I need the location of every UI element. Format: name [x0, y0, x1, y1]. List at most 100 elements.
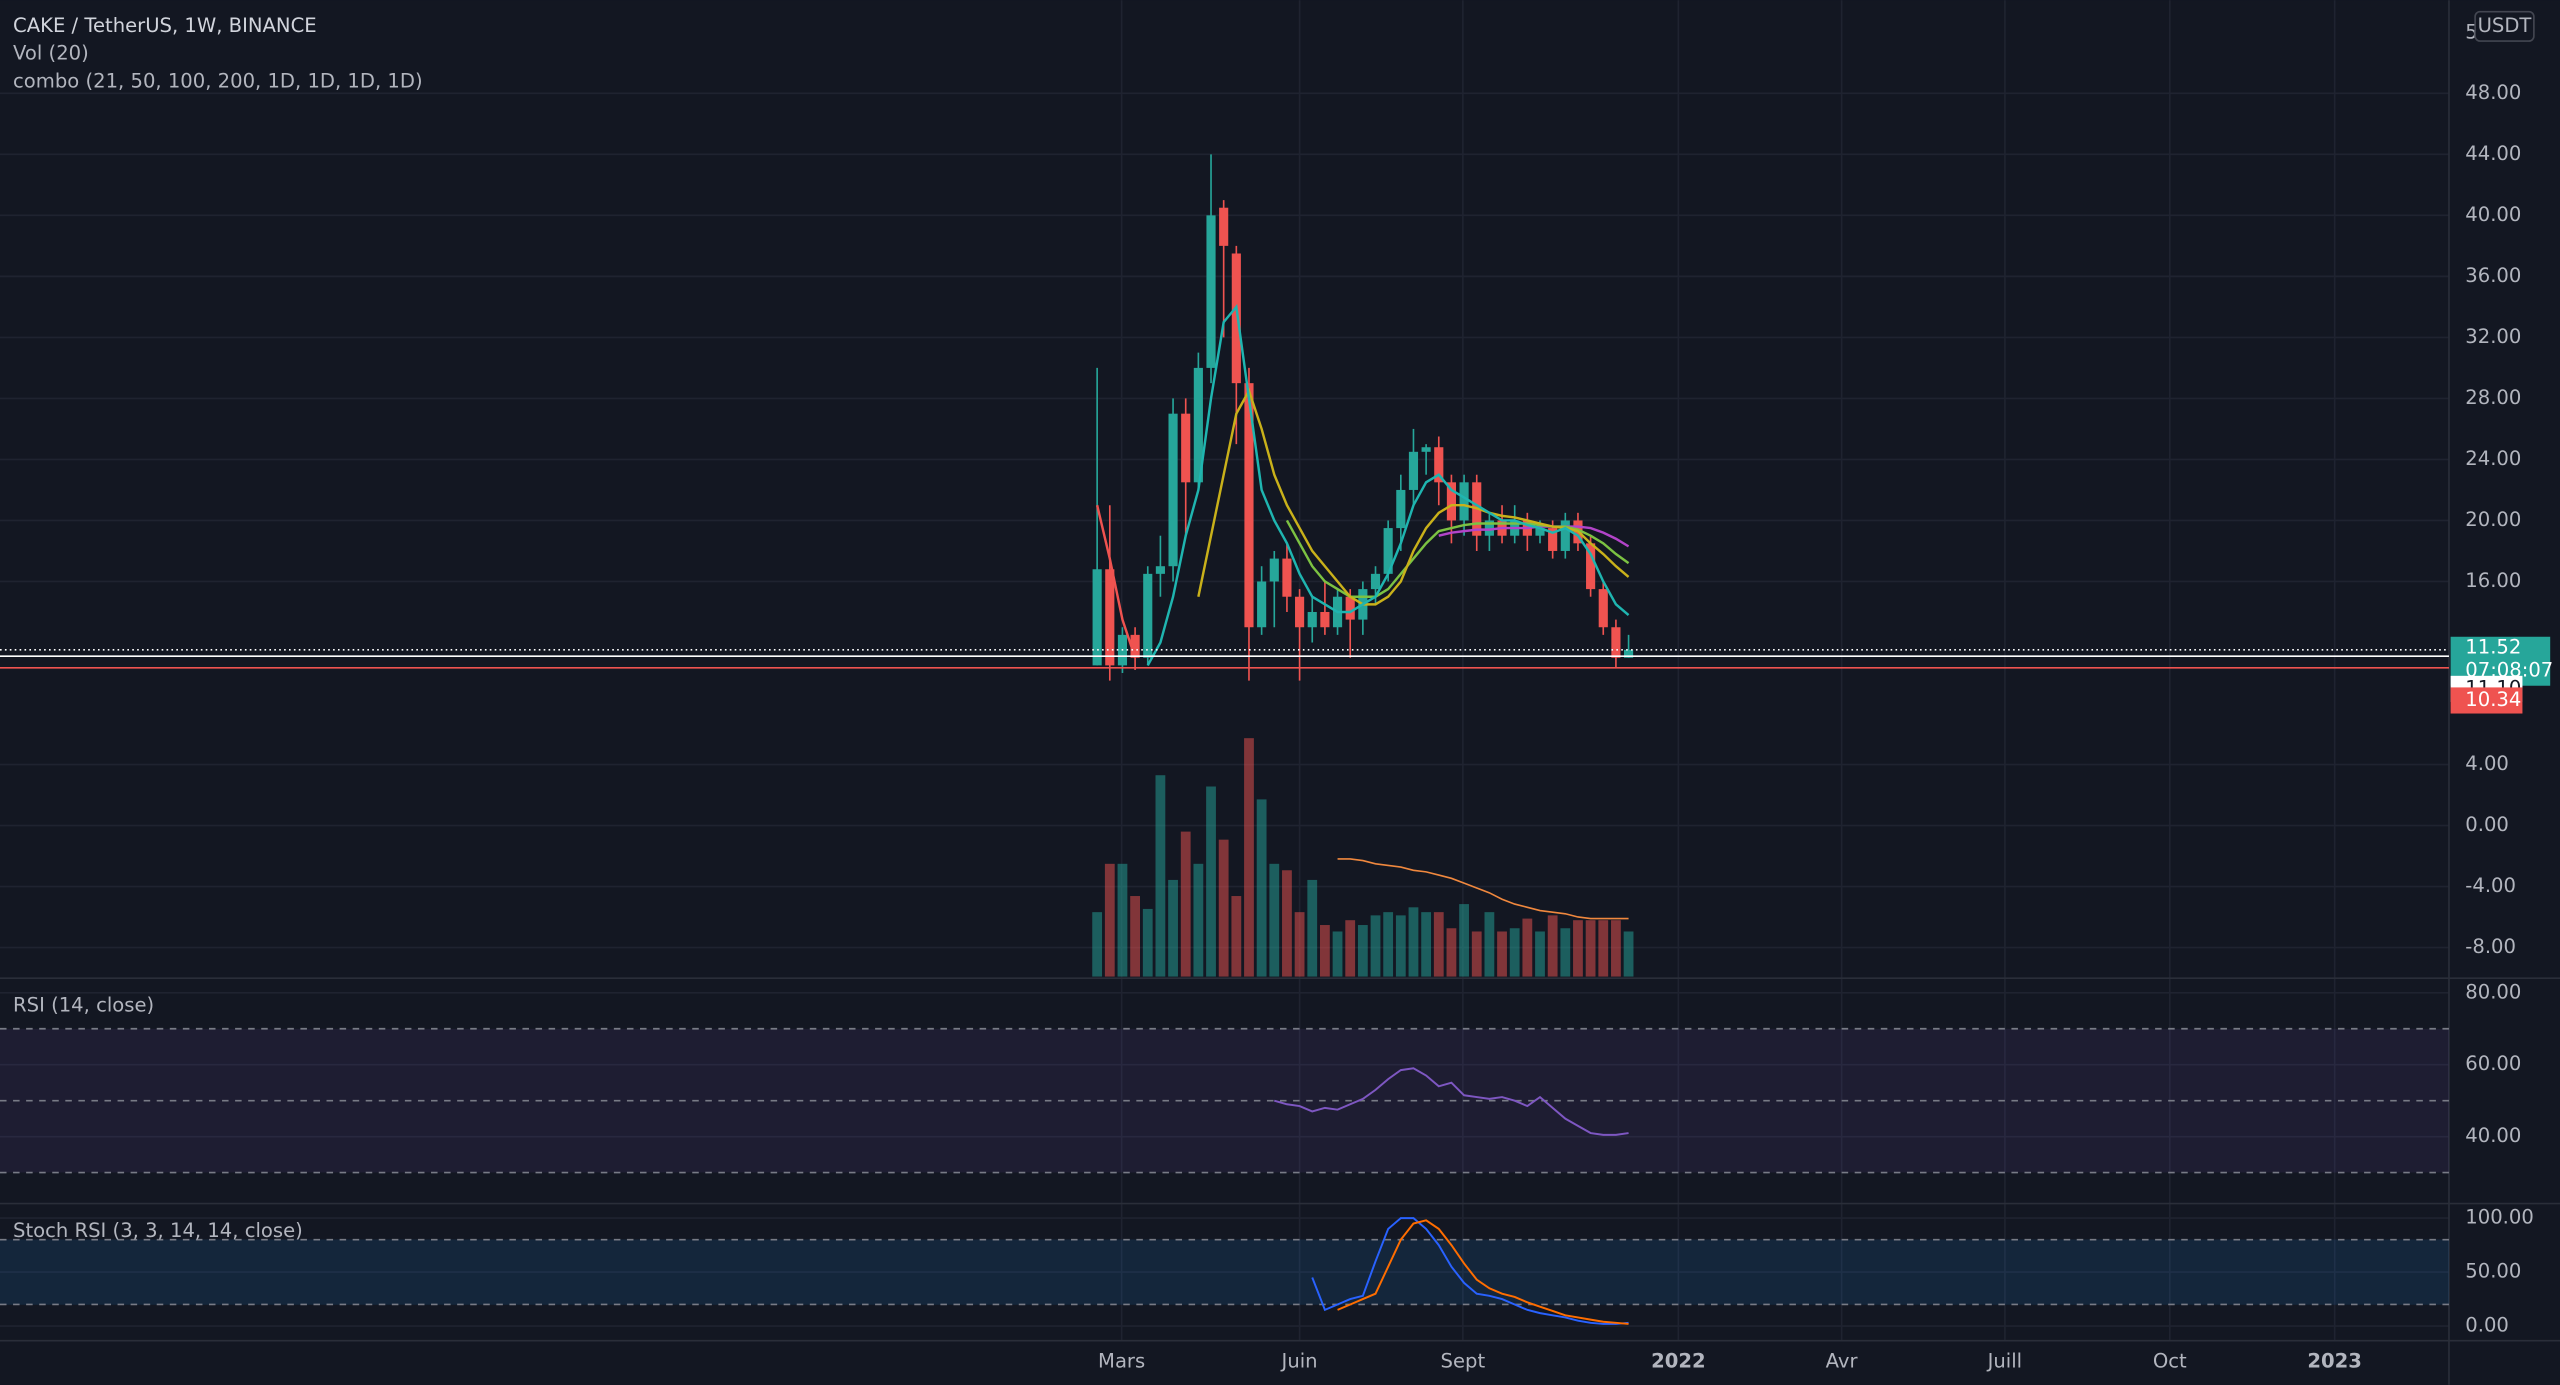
symbol-title: CAKE / TetherUS, 1W, BINANCE — [13, 14, 317, 37]
y-tick-label: 50.00 — [2465, 1260, 2521, 1283]
y-tick-label: 36.00 — [2465, 264, 2521, 287]
x-tick-label: Oct — [2153, 1349, 2187, 1372]
rsi-line — [1274, 1067, 1629, 1136]
y-tick-label: 100.00 — [2465, 1206, 2534, 1229]
moving-average — [1146, 303, 1630, 666]
candle-body — [1257, 581, 1267, 628]
candle-body — [1092, 569, 1102, 666]
y-tick-label: 32.00 — [2465, 325, 2521, 348]
candle-body — [1206, 215, 1216, 368]
x-tick-label: Avr — [1826, 1349, 1859, 1372]
currency-box[interactable] — [2474, 10, 2535, 42]
candle-body — [1244, 383, 1254, 628]
candle-body — [1560, 520, 1570, 551]
volume-bar — [1269, 863, 1280, 977]
x-tick-label: 2022 — [1651, 1349, 1705, 1372]
y-tick-label: 24.00 — [2465, 447, 2521, 470]
y-tick-label: 16.00 — [2465, 569, 2521, 592]
candle-body — [1383, 528, 1393, 574]
candle-body — [1598, 589, 1608, 628]
volume-bar — [1497, 931, 1507, 977]
volume-bar — [1244, 738, 1254, 977]
volume-bar — [1294, 912, 1305, 977]
volume-bar — [1370, 915, 1381, 977]
volume-bar — [1573, 920, 1583, 977]
y-tick-label: 48.00 — [2465, 81, 2521, 104]
candle-body — [1484, 520, 1494, 536]
volume-bar — [1092, 912, 1103, 977]
volume-bar — [1332, 931, 1343, 977]
candle-body — [1105, 569, 1115, 666]
volume-bar — [1433, 912, 1444, 977]
volume-bar — [1611, 920, 1621, 977]
candle-body — [1155, 566, 1165, 574]
candle-body — [1611, 627, 1621, 658]
volume-ma — [1337, 858, 1629, 920]
volume-bar — [1218, 839, 1229, 977]
volume-bar — [1383, 912, 1394, 977]
volume-bar — [1155, 775, 1166, 977]
y-tick-label: 0.00 — [2465, 1314, 2509, 1337]
y-tick-label: -8.00 — [2465, 935, 2516, 958]
candle-body — [1624, 649, 1634, 658]
candle-body — [1421, 447, 1431, 452]
x-tick-label: Mars — [1098, 1349, 1145, 1372]
volume-bar — [1345, 920, 1356, 977]
volume-bar — [1421, 912, 1432, 977]
candle-body — [1143, 573, 1153, 658]
volume-bar — [1206, 786, 1216, 977]
y-tick-label: 80.00 — [2465, 980, 2521, 1003]
x-tick-label: Sept — [1441, 1349, 1486, 1372]
candle-body — [1548, 528, 1558, 551]
level-box — [2450, 687, 2523, 714]
y-tick-label: 4.00 — [2465, 752, 2509, 775]
volume-bar — [1168, 879, 1178, 977]
volume-bar — [1357, 925, 1368, 977]
rsi-legend: RSI (14, close) — [13, 993, 154, 1016]
y-tick-label: 60.00 — [2465, 1052, 2521, 1075]
stoch-d — [1337, 1219, 1629, 1325]
volume-bar — [1180, 831, 1191, 977]
y-tick-label: 40.00 — [2465, 1124, 2521, 1147]
candle-body — [1446, 482, 1456, 521]
candle-body — [1535, 528, 1545, 536]
currency-label[interactable]: USDT — [2478, 14, 2533, 37]
candle-body — [1434, 447, 1444, 483]
countdown-label: 07:08:07 — [2465, 659, 2553, 682]
y-tick-label: -4.00 — [2465, 874, 2516, 897]
volume-bar — [1142, 908, 1153, 977]
candle-body — [1181, 413, 1191, 483]
y-tick-label: 28.00 — [2465, 386, 2521, 409]
candle-body — [1168, 413, 1178, 567]
volume-bar — [1104, 863, 1115, 977]
volume-bar — [1509, 928, 1520, 977]
candle-body — [1219, 207, 1229, 246]
volume-bar — [1446, 928, 1457, 977]
candle-body — [1396, 489, 1406, 529]
plot: Mars Juin Sept 2022 Avr Juill Oct 2023 48.00 44.0… — [0, 81, 2553, 1372]
volume-bar — [1256, 799, 1267, 977]
moving-average — [1197, 387, 1630, 606]
last-price-label: 11.52 — [2465, 636, 2521, 659]
volume-bar — [1193, 863, 1204, 977]
candle-body — [1193, 367, 1203, 483]
candle-body — [1345, 596, 1355, 620]
candle-body — [1586, 543, 1596, 590]
candle-body — [1459, 482, 1469, 521]
stoch-band — [0, 1239, 2449, 1305]
volume-bar — [1535, 931, 1545, 977]
candle-body — [1307, 611, 1317, 628]
x-tick-label: Juin — [1280, 1349, 1318, 1372]
volume-bar — [1231, 896, 1242, 977]
candle-body — [1295, 596, 1305, 628]
volume-bar — [1484, 912, 1495, 977]
candle-body — [1370, 573, 1381, 590]
volume-bar — [1598, 920, 1609, 977]
candle-body — [1408, 451, 1419, 490]
volume-bar — [1282, 870, 1292, 977]
volume-bar — [1623, 931, 1634, 977]
volume-bar — [1395, 915, 1406, 977]
